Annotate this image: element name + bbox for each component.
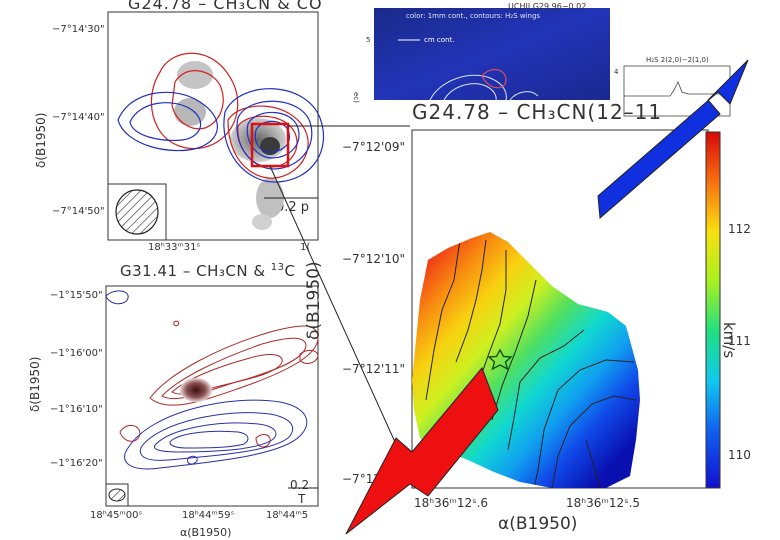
panel-b-title-main: G31.41 – CH₃CN & (120, 262, 271, 280)
panel-b-y-tick: −1°16'20" (50, 458, 103, 469)
panel-c-legend: cm cont. (424, 36, 455, 44)
colorbar-tick: 111 (728, 334, 751, 348)
panel-e-title: G24.78 – CH₃CN(12–11 (412, 100, 663, 124)
panel-a: G24.78 – CH₃CN & CO δ(B1950) −7°14'30" −… (0, 0, 330, 260)
panel-a-x-tick: 18ʰ33ᵐ31ˢ (148, 242, 201, 253)
colorbar-tick: 110 (728, 448, 751, 462)
panel-d-label: H₂S 2(2,0)−2(1,0) (646, 56, 709, 64)
panel-c-tick: 5 (366, 36, 371, 44)
panel-a-scale-bar-label: 0.2 p (276, 200, 310, 215)
panel-b-title-cut: C (284, 262, 296, 280)
colorbar-tick: 112 (728, 222, 751, 236)
continuum-blob (180, 378, 212, 402)
panel-c-subtitle: color: 1mm cont., contours: H₂S wings (406, 12, 541, 20)
panel-a-y-tick: −7°14'40" (52, 112, 105, 123)
panel-b: G31.41 – CH₃CN & 13C δ(B1950) −1°15'50" … (0, 262, 330, 540)
panel-b-title: G31.41 – CH₃CN & 13C (120, 262, 296, 280)
panel-b-x-tick: 18ʰ45ᵐ00ˢ (90, 510, 143, 521)
panel-e-y-tick: −7°12'11" (342, 362, 406, 376)
panel-d-tick: 4 (614, 68, 619, 76)
panel-b-y-tick: −1°15'50" (50, 290, 103, 301)
panel-a-y-tick: −7°14'50" (52, 206, 105, 217)
continuum-blob (177, 61, 213, 89)
panel-a-y-tick: −7°14'30" (52, 24, 105, 35)
panel-a-title: G24.78 – CH₃CN & CO (128, 0, 323, 13)
panel-c-title: UCHII G29.96−0.02 (508, 2, 587, 11)
beam-ellipse (115, 189, 159, 235)
red-outflow-arrow (345, 367, 499, 535)
blue-lobe-contours (105, 290, 308, 470)
panel-a-plot (107, 11, 325, 241)
continuum-blob (252, 214, 272, 230)
panel-b-scale-cut: T (298, 492, 306, 506)
star-marker (487, 348, 513, 371)
panel-b-x-tick: 18ʰ44ᵐ59ˢ (182, 510, 235, 521)
panel-b-y-tick: −1°16'00" (50, 348, 103, 359)
red-lobe-contours (119, 320, 319, 448)
panel-e-x-tick: 18ʰ36ᵐ12ˢ.5 (566, 496, 641, 510)
panel-c-plot (374, 8, 610, 101)
panel-b-plot (105, 285, 319, 507)
panel-a-x-tick: 1( (300, 242, 311, 253)
panel-e-x-tick: 18ʰ36ᵐ12ˢ.6 (414, 496, 489, 510)
panel-c: UCHII G29.96−0.02 color: 1mm cont., cont… (352, 0, 610, 103)
panel-b-x-tick: 18ʰ44ᵐ5 (266, 510, 309, 521)
panel-e-y-tick: −7°12'09" (342, 140, 406, 154)
panel-b-x-label: α(B1950) (180, 526, 232, 539)
colorbar (705, 131, 721, 489)
panel-b-y-tick: −1°16'10" (50, 404, 103, 415)
panel-e-y-tick: −7°12 (342, 472, 381, 486)
panel-e-y-tick: −7°12'10" (342, 252, 406, 266)
beam-ellipse (108, 488, 126, 502)
blue-outflow-arrow (597, 59, 749, 220)
blue-lobe-contours (117, 88, 325, 183)
continuum-blob (260, 137, 280, 155)
panel-b-title-sup: 13 (270, 262, 285, 273)
panel-e-x-label: α(B1950) (498, 514, 578, 534)
